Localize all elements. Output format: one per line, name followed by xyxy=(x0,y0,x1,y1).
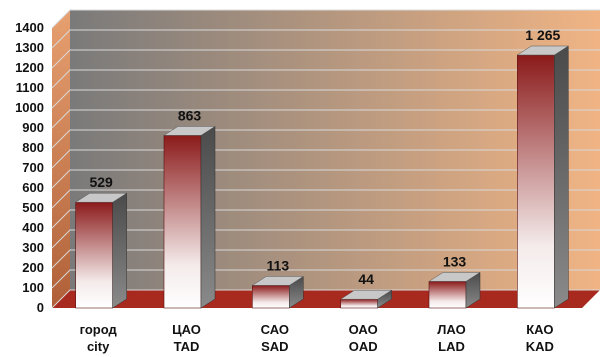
bar-top xyxy=(251,276,305,286)
category-label-line2: KAD xyxy=(526,339,554,354)
gridline xyxy=(51,129,600,149)
bar-value-label: 529 xyxy=(89,174,113,190)
category-label-line1: ЦАО xyxy=(172,322,201,337)
y-tick-label: 500 xyxy=(22,200,44,215)
y-tick-label: 200 xyxy=(22,260,44,275)
gridline xyxy=(51,49,600,69)
gridline xyxy=(51,149,600,169)
gridline xyxy=(51,269,600,289)
bar: 529 xyxy=(74,174,128,309)
y-tick-label: 700 xyxy=(22,160,44,175)
gridline xyxy=(51,169,600,189)
bars: 529 863 113 44 133 1 265 xyxy=(74,27,570,309)
bar: 113 xyxy=(251,257,305,309)
x-axis-category-labels: город city ЦАО TAD САО SAD ОАО OAD ЛАО LAD КАО KAD xyxy=(80,322,554,354)
y-axis-tick-labels: 0 100 200 300 400 500 600 700 800 900 1000 1100 1200… xyxy=(15,20,44,315)
gridline xyxy=(51,9,600,29)
bar-front xyxy=(163,135,202,309)
bar: 133 xyxy=(428,253,481,309)
category-label-line2: city xyxy=(87,339,110,354)
bar-value-label: 863 xyxy=(178,107,202,123)
bar-value-label: 1 265 xyxy=(525,27,560,43)
bar-value-label: 113 xyxy=(267,257,290,273)
bar: 863 xyxy=(163,107,216,309)
gridline xyxy=(51,249,600,269)
bar-top xyxy=(428,272,481,282)
bar-top xyxy=(163,126,216,136)
y-tick-label: 100 xyxy=(22,280,44,295)
bar-front xyxy=(75,201,113,309)
gridline xyxy=(51,69,600,89)
gridline xyxy=(51,189,600,209)
bar-value-label: 133 xyxy=(443,253,467,269)
bar: 44 xyxy=(339,271,393,309)
bar-front xyxy=(517,54,555,309)
bar-top xyxy=(339,289,393,300)
gridline xyxy=(51,229,600,249)
bar-side xyxy=(200,125,216,309)
y-tick-label: 0 xyxy=(37,300,44,315)
y-tick-label: 1400 xyxy=(15,20,44,35)
y-tick-label: 1200 xyxy=(15,60,44,75)
category-label-line2: TAD xyxy=(174,339,200,354)
category-label-line2: SAD xyxy=(261,339,288,354)
bar-value-label: 44 xyxy=(358,271,374,287)
y-tick-label: 900 xyxy=(22,120,44,135)
category-label-line1: город xyxy=(80,322,118,337)
category-label-line2: LAD xyxy=(438,339,465,354)
bar-front xyxy=(340,298,378,309)
y-tick-label: 600 xyxy=(22,180,44,195)
gridline xyxy=(51,29,600,49)
gridline xyxy=(51,209,600,229)
category-label-line1: ЛАО xyxy=(437,322,465,337)
y-tick-label: 300 xyxy=(22,240,44,255)
y-tick-label: 400 xyxy=(22,220,44,235)
y-tick-label: 1300 xyxy=(15,40,44,55)
bar-front xyxy=(252,285,290,309)
bar-side xyxy=(554,45,569,309)
bar-side xyxy=(112,192,127,309)
gridline xyxy=(51,289,600,309)
bar: 1 265 xyxy=(516,27,570,309)
category-label-line2: OAD xyxy=(349,339,378,354)
gridline xyxy=(51,89,600,109)
bar-top xyxy=(74,192,128,203)
y-tick-label: 1000 xyxy=(15,100,44,115)
bar-front xyxy=(428,281,467,309)
category-label-line1: ОАО xyxy=(349,322,378,337)
y-tick-label: 800 xyxy=(22,140,44,155)
y-tick-label: 1100 xyxy=(16,80,44,95)
bar-top xyxy=(516,45,570,56)
gridline xyxy=(51,109,600,129)
category-label-line1: КАО xyxy=(526,322,553,337)
category-label-line1: САО xyxy=(261,322,289,337)
gridlines xyxy=(51,9,600,309)
